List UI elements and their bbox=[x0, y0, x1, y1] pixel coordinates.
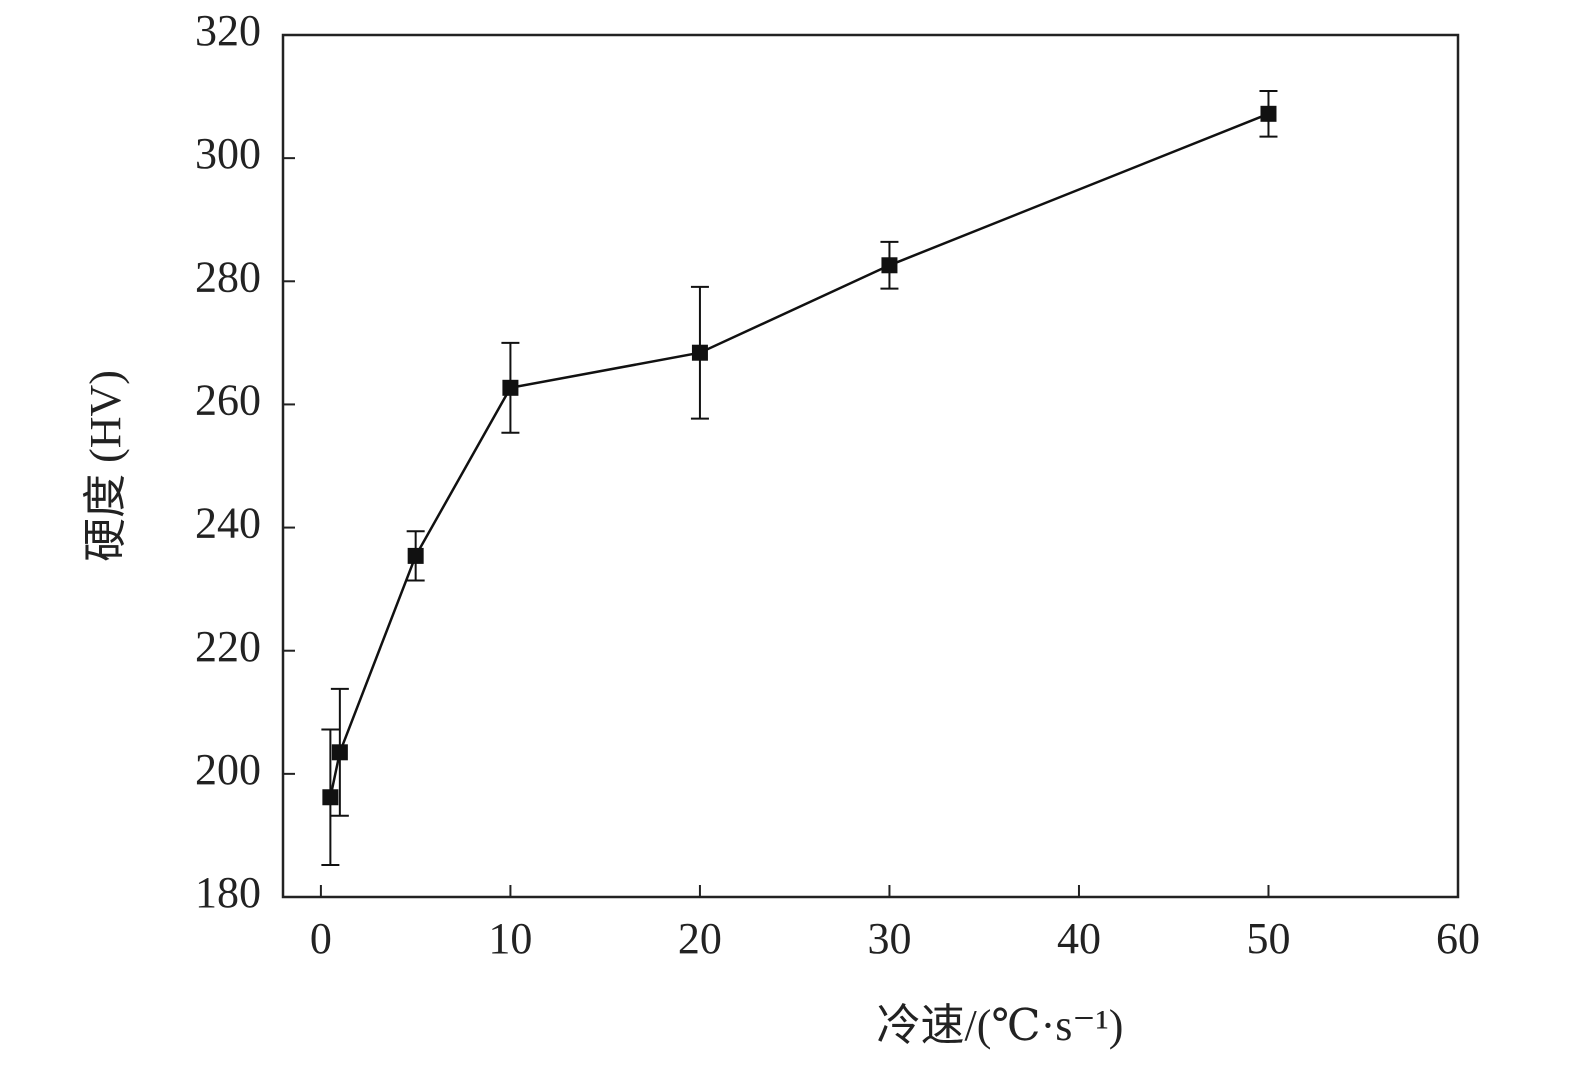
y-tick-label: 280 bbox=[195, 252, 261, 301]
data-point bbox=[881, 257, 898, 274]
x-tick-label: 0 bbox=[310, 914, 332, 963]
x-tick-label: 60 bbox=[1436, 914, 1480, 963]
y-tick-label: 240 bbox=[195, 499, 261, 548]
x-tick-label: 10 bbox=[488, 914, 532, 963]
data-point bbox=[691, 344, 708, 361]
data-point bbox=[502, 379, 519, 396]
x-tick-label: 30 bbox=[867, 914, 911, 963]
y-tick-label: 300 bbox=[195, 129, 261, 178]
y-tick-label: 320 bbox=[195, 6, 261, 55]
data-point bbox=[1260, 105, 1277, 122]
y-tick-label: 180 bbox=[195, 868, 261, 917]
x-tick-label: 50 bbox=[1246, 914, 1290, 963]
series-line bbox=[329, 112, 1269, 798]
x-tick-label: 20 bbox=[678, 914, 722, 963]
data-point bbox=[331, 744, 348, 761]
y-tick-label: 220 bbox=[195, 622, 261, 671]
y-tick-label: 200 bbox=[195, 745, 261, 794]
data-point bbox=[407, 547, 424, 564]
x-tick-label: 40 bbox=[1057, 914, 1101, 963]
x-axis-label: 冷速/(℃·s⁻¹) bbox=[877, 1001, 1124, 1050]
y-axis-label: 硬度 (HV) bbox=[81, 370, 130, 562]
y-tick-label: 260 bbox=[195, 376, 261, 425]
data-point bbox=[322, 789, 339, 806]
plot-frame bbox=[281, 33, 1460, 899]
